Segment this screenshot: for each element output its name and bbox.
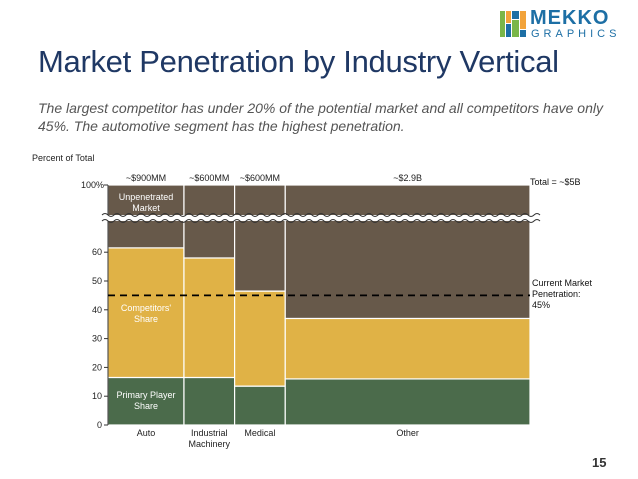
page-number: 15	[592, 455, 607, 470]
series-label-competitors: Competitors' Share	[121, 303, 172, 324]
y-tick-label-5: 50	[92, 276, 102, 286]
y-tick-label-1: 10	[92, 391, 102, 401]
segment-primary-player-share-3	[284, 378, 531, 426]
axis-break-line-bottom	[101, 219, 541, 223]
category-label-0: Auto	[137, 428, 156, 438]
series-label-primary: Primary Player Share	[116, 390, 175, 411]
axis-break-line-top	[101, 213, 541, 217]
segment-competitors-share-1	[183, 257, 236, 379]
segment-primary-player-share-2	[234, 385, 286, 426]
y-tick-label-6: 60	[92, 247, 102, 257]
segment-unpenetrated-market-2	[234, 184, 286, 292]
segment-competitors-share-3	[284, 317, 531, 380]
y-tick-label-4: 40	[92, 305, 102, 315]
size-label-2: ~$600MM	[240, 173, 280, 183]
reference-line-label: Current Market Penetration: 45%	[532, 278, 593, 310]
axis-break-gap	[102, 215, 538, 221]
segment-competitors-share-2	[234, 290, 286, 387]
segment-unpenetrated-market-3	[284, 184, 531, 320]
logo-word-graphics: GRAPHICS	[531, 28, 621, 40]
category-label-3: Other	[396, 428, 419, 438]
category-label-1: Industrial Machinery	[189, 428, 231, 449]
size-label-3: ~$2.9B	[393, 173, 422, 183]
mekko-logo-icon	[500, 11, 526, 37]
y-axis-title: Percent of Total	[32, 153, 94, 163]
y-tick-label-0: 0	[97, 420, 102, 430]
category-label-2: Medical	[244, 428, 275, 438]
size-label-0: ~$900MM	[126, 173, 166, 183]
y-tick-label-2: 20	[92, 362, 102, 372]
size-label-1: ~$600MM	[189, 173, 229, 183]
page-title: Market Penetration by Industry Vertical	[38, 44, 559, 79]
segment-primary-player-share-1	[183, 376, 236, 426]
logo-word-mekko: MEKKO	[530, 7, 610, 29]
total-label: Total = ~$5B	[530, 177, 581, 187]
y-tick-label-top: 100%	[81, 180, 104, 190]
y-tick-label-3: 30	[92, 334, 102, 344]
page-subtitle: The largest competitor has under 20% of …	[38, 100, 603, 134]
series-label-unpenetrated: Unpenetrated Market	[119, 192, 174, 213]
segment-primary-player-share-0	[107, 376, 185, 426]
